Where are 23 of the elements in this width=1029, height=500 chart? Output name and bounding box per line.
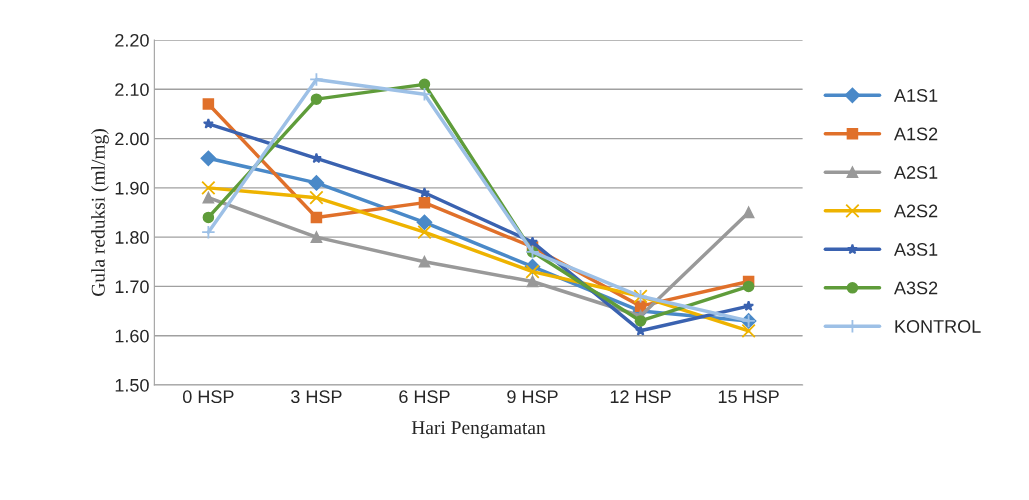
x-tick-label: 15 HSP [718,390,779,404]
legend-label: A1S1 [894,89,938,102]
y-tick-label: 1.50 [115,378,149,392]
y-tick-label: 2.10 [115,83,149,97]
legend-label: A2S2 [894,204,938,218]
y-tick-label: 2.20 [115,33,149,47]
x-tick-label: 3 HSP [291,390,342,404]
legend-label: KONTROL [895,320,981,333]
y-tick-label: 1.70 [115,280,149,294]
x-tick-label: 0 HSP [182,390,234,404]
x-tick-label: 6 HSP [399,390,450,404]
y-axis-title: Gula reduksi (ml/mg) [91,129,109,296]
y-tick-label: 1.60 [115,329,149,343]
x-axis-title: Hari Pengamatan [411,421,546,439]
y-tick-label: 1.80 [115,231,149,244]
legend-label: A3S1 [894,243,938,256]
x-tick-label: 12 HSP [610,390,671,404]
y-tick-label: 2.00 [115,132,149,146]
legend-label: A1S2 [894,127,938,141]
legend-label: A3S2 [894,281,938,295]
x-tick-label: 9 HSP [507,390,558,404]
legend-label: A2S1 [894,166,938,179]
y-tick-label: 1.90 [115,181,149,195]
